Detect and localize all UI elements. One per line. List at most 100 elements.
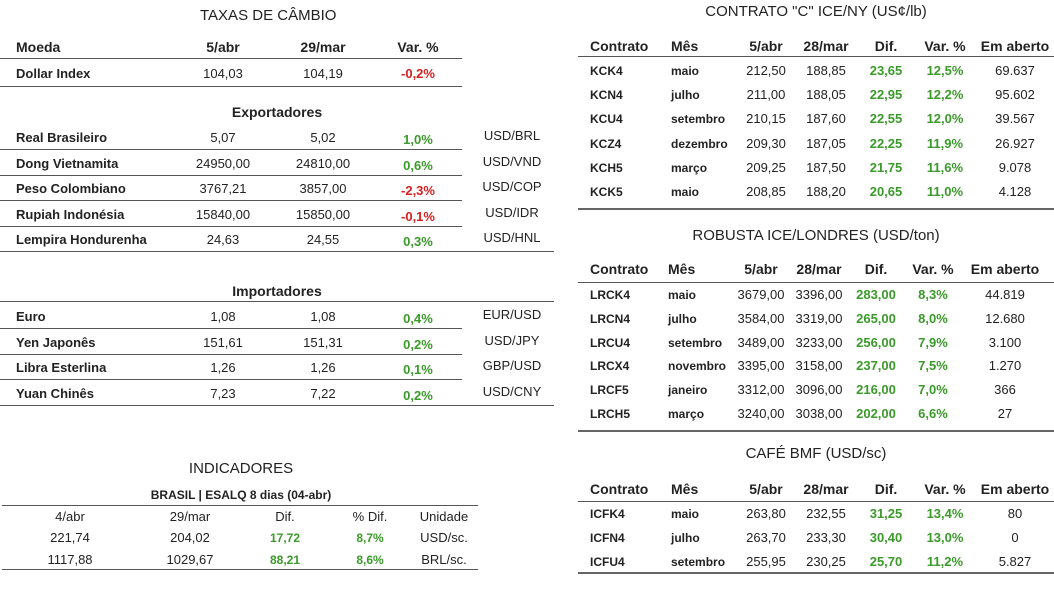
ice_ny-header: Dif. bbox=[874, 38, 898, 54]
price-date2: 3096,00 bbox=[795, 382, 843, 398]
price-diff: 20,65 bbox=[869, 184, 903, 199]
fx-header-date1: 5/abr bbox=[206, 39, 240, 55]
price-var: 13,4% bbox=[926, 506, 964, 521]
currency-name: Dong Vietnamita bbox=[16, 155, 119, 171]
currency-pair: USD/JPY bbox=[484, 332, 540, 348]
robusta-header: 5/abr bbox=[744, 261, 778, 277]
price-diff: 265,00 bbox=[856, 310, 896, 326]
fx-header-var: Var. % bbox=[397, 39, 439, 55]
price-date2: 3038,00 bbox=[795, 406, 843, 421]
price-diff: 216,00 bbox=[856, 382, 896, 398]
indicators-title: INDICADORES bbox=[188, 460, 294, 477]
price-date1: 263,80 bbox=[746, 506, 786, 521]
contract-month: janeiro bbox=[668, 383, 708, 398]
open-interest: 9.078 bbox=[998, 159, 1032, 175]
currency-name: Peso Colombiano bbox=[16, 181, 126, 196]
divider bbox=[0, 379, 462, 380]
robusta-header: 28/mar bbox=[796, 261, 842, 277]
rate-var: 0,2% bbox=[403, 336, 433, 352]
bmf-header: Var. % bbox=[924, 481, 966, 497]
price-var: 11,6% bbox=[926, 159, 964, 175]
price-date1: 211,00 bbox=[746, 87, 786, 103]
contract-month: setembro bbox=[671, 555, 726, 569]
importers-title: Importadores bbox=[232, 283, 322, 299]
price-date2: 188,20 bbox=[806, 184, 846, 199]
contract-code: ICFU4 bbox=[590, 555, 625, 569]
price-var: 6,6% bbox=[918, 406, 948, 421]
rate-var: -2,3% bbox=[401, 183, 435, 198]
robusta-header: Var. % bbox=[912, 261, 954, 277]
bmf-header: Contrato bbox=[590, 481, 649, 497]
rate-date2: 15850,00 bbox=[295, 206, 351, 222]
indicator-header: 29/mar bbox=[169, 509, 211, 524]
price-var: 7,9% bbox=[918, 334, 948, 350]
divider bbox=[0, 149, 462, 150]
contract-month: julho bbox=[668, 311, 697, 326]
rate-date2: 5,02 bbox=[310, 130, 336, 145]
dollar-index-v1: 104,03 bbox=[203, 66, 243, 81]
price-date1: 255,95 bbox=[746, 554, 786, 569]
open-interest: 1.270 bbox=[988, 358, 1022, 374]
bmf-header: Dif. bbox=[874, 481, 898, 497]
price-date2: 188,05 bbox=[806, 87, 846, 103]
rate-date2: 151,31 bbox=[303, 334, 343, 350]
price-date1: 212,50 bbox=[746, 63, 786, 78]
open-interest: 3.100 bbox=[988, 334, 1022, 350]
robusta-header: Mês bbox=[668, 261, 696, 277]
open-interest: 26.927 bbox=[995, 135, 1035, 151]
rate-date2: 7,22 bbox=[310, 385, 336, 401]
rate-date1: 15840,00 bbox=[195, 206, 251, 222]
indicator-diff: 17,72 bbox=[269, 531, 301, 545]
price-date2: 187,50 bbox=[806, 159, 846, 175]
ice_ny-header: 28/mar bbox=[803, 38, 849, 54]
price-var: 11,2% bbox=[926, 554, 964, 569]
currency-name: Libra Esterlina bbox=[16, 360, 107, 375]
price-date1: 3395,00 bbox=[737, 358, 785, 374]
price-var: 11,0% bbox=[926, 184, 964, 199]
indicator-header: 4/abr bbox=[55, 509, 85, 524]
contract-month: julho bbox=[671, 88, 700, 103]
contract-month: maio bbox=[671, 64, 700, 78]
price-var: 13,0% bbox=[926, 530, 964, 545]
currency-pair: USD/VND bbox=[482, 153, 542, 169]
currency-pair: USD/HNL bbox=[483, 230, 541, 245]
fx-header-currency: Moeda bbox=[16, 39, 61, 55]
divider bbox=[578, 56, 1054, 57]
fx-title: TAXAS DE CÂMBIO bbox=[200, 7, 337, 24]
divider bbox=[578, 572, 1054, 574]
indicator-pct-diff: 8,6% bbox=[356, 553, 384, 567]
divider bbox=[0, 174, 462, 176]
contract-month: maio bbox=[668, 288, 697, 302]
price-diff: 21,75 bbox=[869, 159, 903, 175]
bmf-header: 5/abr bbox=[749, 481, 783, 497]
price-date2: 3396,00 bbox=[795, 287, 843, 302]
robusta-header: Contrato bbox=[590, 261, 649, 277]
price-diff: 31,25 bbox=[869, 506, 903, 521]
price-var: 8,3% bbox=[918, 287, 948, 302]
price-date1: 210,15 bbox=[746, 111, 786, 127]
price-diff: 30,40 bbox=[869, 530, 903, 545]
currency-name: Rupiah Indonésia bbox=[16, 206, 125, 222]
dollar-index-var: -0,2% bbox=[401, 66, 435, 81]
price-var: 8,0% bbox=[918, 310, 948, 326]
contract-month: março bbox=[668, 407, 705, 421]
price-date2: 233,30 bbox=[806, 530, 846, 545]
price-date2: 3233,00 bbox=[795, 334, 843, 350]
robusta-header: Dif. bbox=[864, 261, 888, 277]
open-interest: 44.819 bbox=[985, 287, 1025, 302]
indicator-pct-diff: 8,7% bbox=[356, 531, 384, 545]
rate-date1: 3767,21 bbox=[199, 181, 247, 196]
contract-month: setembro bbox=[668, 335, 723, 350]
rate-date1: 24950,00 bbox=[195, 155, 251, 171]
contract-month: setembro bbox=[671, 112, 726, 127]
open-interest: 95.602 bbox=[995, 87, 1035, 103]
bmf-header: 28/mar bbox=[803, 481, 849, 497]
rate-var: 0,2% bbox=[403, 387, 433, 403]
open-interest: 366 bbox=[994, 382, 1016, 398]
contract-month: dezembro bbox=[671, 136, 728, 151]
open-interest: 5.827 bbox=[998, 554, 1032, 569]
currency-pair: EUR/USD bbox=[482, 307, 542, 322]
open-interest: 69.637 bbox=[995, 63, 1035, 78]
price-date2: 188,85 bbox=[806, 63, 846, 78]
indicator-unit: USD/sc. bbox=[420, 530, 468, 545]
